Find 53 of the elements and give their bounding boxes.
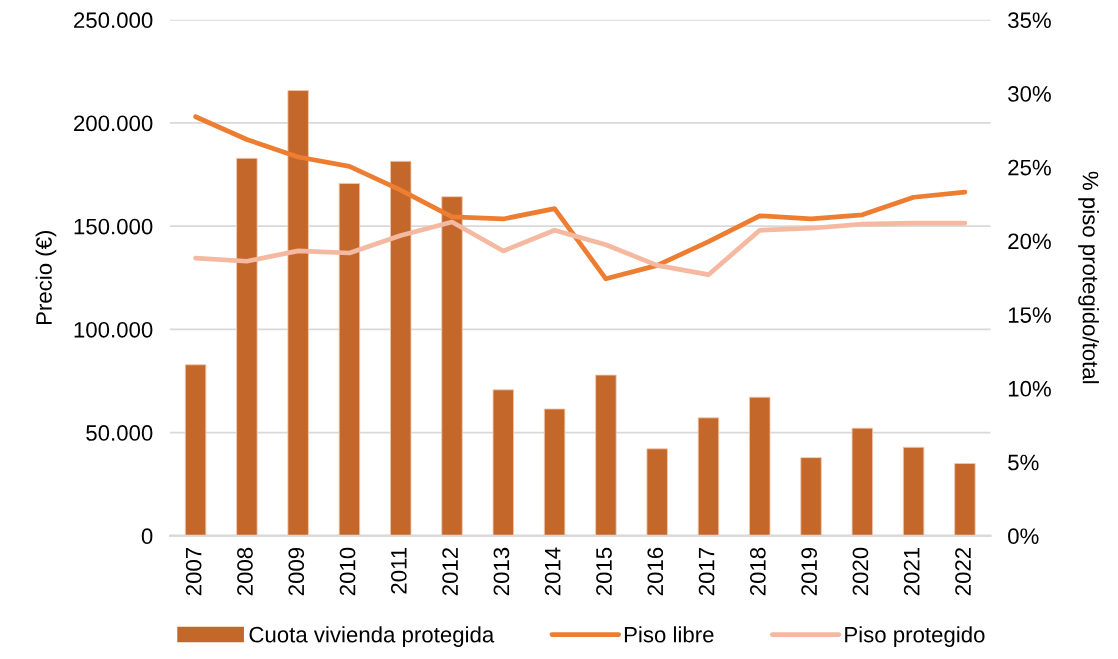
x-tick-label: 2017	[698, 547, 715, 596]
bar	[287, 90, 309, 536]
y-tick-label: 50.000	[86, 425, 153, 441]
x-tick-label: 2011	[390, 547, 407, 594]
x-tick-label: 2007	[185, 547, 202, 596]
x-tick-label: 2012	[442, 547, 458, 596]
bar	[338, 182, 361, 536]
y2-tick-label: 15%	[1008, 307, 1051, 323]
bar	[543, 408, 566, 536]
bar	[800, 457, 822, 536]
legend-label: Cuota vivienda protegida	[249, 626, 495, 647]
y2-tick-label: 35%	[1008, 12, 1051, 29]
bar	[851, 427, 874, 536]
bar	[697, 417, 720, 536]
bar	[595, 374, 617, 536]
legend-label: Piso protegido	[845, 626, 985, 647]
line-series	[193, 219, 968, 278]
x-tick-label: 2014	[544, 547, 561, 596]
y-tick-label: 250.000	[74, 12, 153, 29]
x-tick-label: 2008	[237, 547, 253, 596]
x-tick-label: 2019	[801, 547, 817, 596]
y-tick-label: 100.000	[74, 321, 153, 338]
y2-axis-title: % piso protegido/total	[1078, 171, 1099, 384]
x-tick-label: 2021	[903, 547, 920, 596]
bar	[646, 448, 668, 536]
bar	[236, 157, 258, 536]
y2-tick-label: 0%	[1008, 528, 1039, 545]
x-tick-label: 2018	[749, 547, 766, 596]
x-tick-label: 2022	[955, 547, 971, 596]
y-tick-label: 0	[141, 528, 153, 545]
bar	[390, 160, 412, 536]
bar	[492, 389, 514, 536]
y2-tick-label: 5%	[1008, 454, 1039, 471]
y-tick-label: 150.000	[74, 218, 153, 235]
y-axis-title: Precio (€)	[35, 230, 57, 325]
y2-tick-label: 20%	[1008, 233, 1051, 250]
y2-tick-label: 10%	[1008, 380, 1051, 397]
bar	[902, 446, 925, 536]
y2-tick-label: 30%	[1008, 86, 1051, 102]
x-tick-label: 2015	[596, 547, 612, 596]
legend-label: Piso libre	[624, 626, 714, 643]
x-tick-label: 2020	[852, 547, 869, 596]
y2-tick-label: 25%	[1008, 159, 1051, 176]
bar	[749, 396, 771, 536]
bar	[184, 364, 207, 536]
bar	[441, 196, 463, 536]
x-tick-label: 2010	[339, 547, 356, 596]
line-series	[193, 114, 968, 282]
x-tick-label: 2016	[647, 547, 664, 596]
x-tick-label: 2013	[493, 547, 510, 596]
bar	[954, 463, 976, 536]
y-tick-label: 200.000	[74, 115, 153, 132]
x-tick-label: 2009	[288, 547, 305, 596]
